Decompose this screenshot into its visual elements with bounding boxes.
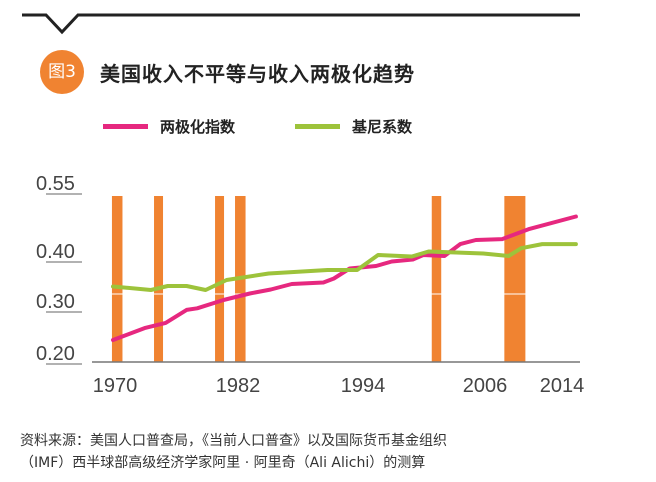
recession-bar xyxy=(111,196,123,362)
recession-bar xyxy=(504,196,526,362)
series-line-polarization xyxy=(111,214,578,342)
x-tick-label: 2014 xyxy=(540,375,585,397)
x-tick-label: 1970 xyxy=(93,375,138,397)
recession-bar xyxy=(431,196,442,362)
source-note-line1: 资料来源：美国人口普查局，《当前人口普查》以及国际货币基金组织 xyxy=(20,433,447,449)
x-tick-label: 1982 xyxy=(216,375,261,397)
source-note-line2: （IMF）西半球部高级经济学家阿里 · 阿里奇（Ali Alichi）的测算 xyxy=(20,455,426,471)
chart-title: 美国收入不平等与收入两极化趋势 xyxy=(100,62,415,86)
legend-label-gini: 基尼系数 xyxy=(352,118,413,136)
x-tick-label: 1994 xyxy=(341,375,386,397)
y-tick-label: 0.40 xyxy=(36,241,75,263)
header-rule xyxy=(22,13,580,35)
figure-badge: 图3 xyxy=(40,50,84,94)
series-line-gini xyxy=(111,242,578,292)
y-tick-label: 0.30 xyxy=(36,291,75,313)
recession-bar xyxy=(154,196,164,362)
legend-label-polarization: 两极化指数 xyxy=(160,118,236,136)
y-tick-label: 0.20 xyxy=(36,343,75,365)
x-tick-label: 2006 xyxy=(463,375,508,397)
legend-swatch-polarization xyxy=(103,124,148,129)
y-tick-label: 0.55 xyxy=(36,173,75,195)
legend-swatch-gini xyxy=(295,124,340,129)
recession-bar xyxy=(215,196,225,362)
